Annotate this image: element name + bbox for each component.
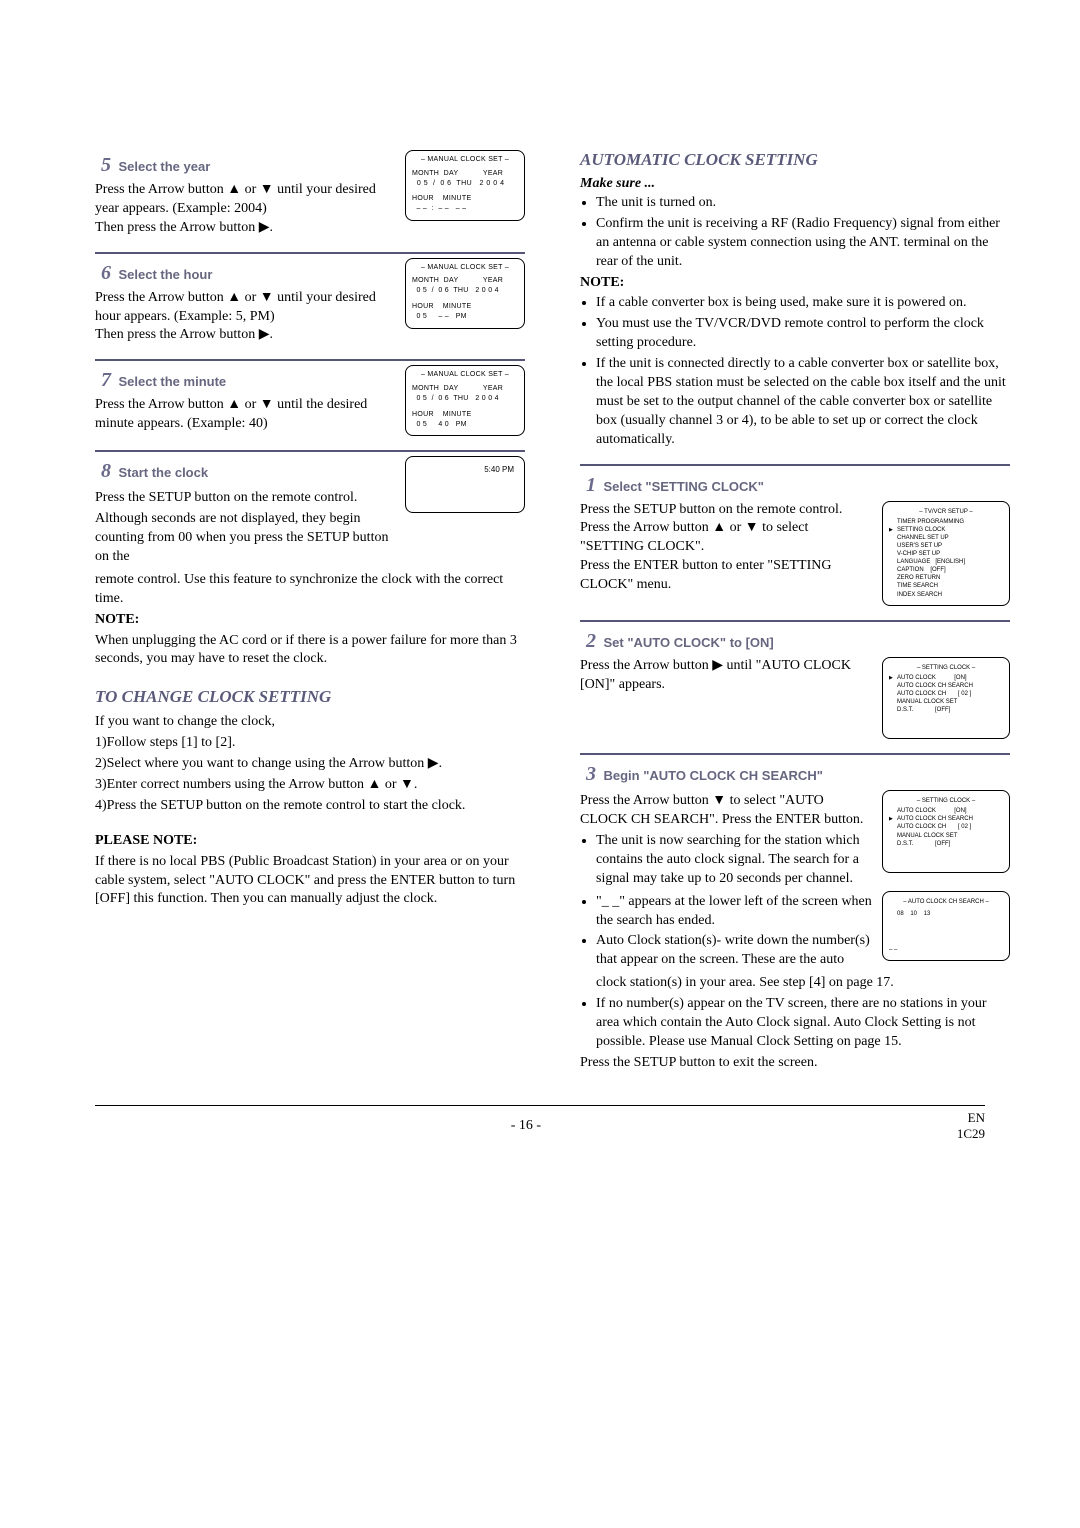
rstep-3-menu1: – SETTING CLOCK – AUTO CLOCK [ON] AUTO C… xyxy=(882,790,1010,873)
footer-en: EN xyxy=(957,1110,985,1126)
step-6-lcd: – MANUAL CLOCK SET – MONTH DAY YEAR 0 5 … xyxy=(405,258,525,329)
step-5-body: Press the Arrow button ▲ or ▼ until your… xyxy=(95,181,397,238)
auto-note-label: NOTE: xyxy=(580,274,1010,293)
auto-note-item: If the unit is connected directly to a c… xyxy=(596,355,1010,449)
rstep-1-body: Press the SETUP button on the remote con… xyxy=(580,501,874,595)
footer: - 16 - EN 1C29 xyxy=(0,1106,1080,1162)
step-5-num: 5 xyxy=(101,154,111,176)
change-clock-l3: 3)Enter correct numbers using the Arrow … xyxy=(109,776,525,795)
step-6-label: Select the hour xyxy=(119,267,213,282)
auto-title: AUTOMATIC CLOCK SETTING xyxy=(580,150,1010,170)
step-7-label: Select the minute xyxy=(119,374,227,389)
divider xyxy=(95,450,525,452)
step-8: 8 Start the clock Press the SETUP button… xyxy=(95,456,525,669)
step-7: 7 Select the minute Press the Arrow butt… xyxy=(95,365,525,436)
divider xyxy=(580,464,1010,466)
make-sure-item: The unit is turned on. xyxy=(596,194,1010,213)
rstep-3-b3b: clock station(s) in your area. See step … xyxy=(596,974,1010,993)
change-clock-l1: 1)Follow steps [1] to [2]. xyxy=(95,734,525,753)
step-8-body3: remote control. Use this feature to sync… xyxy=(95,571,525,609)
step-5: 5 Select the year Press the Arrow button… xyxy=(95,150,525,238)
step-5-label: Select the year xyxy=(119,159,211,174)
change-clock-l4: 4)Press the SETUP button on the remote c… xyxy=(109,797,525,816)
rstep-2-menu: – SETTING CLOCK – AUTO CLOCK [ON] AUTO C… xyxy=(882,657,1010,740)
step-8-num: 8 xyxy=(101,460,111,482)
step-8-body2: Although seconds are not displayed, they… xyxy=(95,510,397,567)
auto-note-list: If a cable converter box is being used, … xyxy=(580,294,1010,449)
rstep-2-label: Set "AUTO CLOCK" to [ON] xyxy=(604,635,774,650)
step-7-lcd: – MANUAL CLOCK SET – MONTH DAY YEAR 0 5 … xyxy=(405,365,525,436)
rstep-3-b1: The unit is now searching for the statio… xyxy=(596,832,874,889)
change-clock-intro: If you want to change the clock, xyxy=(95,713,525,732)
rstep-2-body: Press the Arrow button ▶ until "AUTO CLO… xyxy=(580,657,874,695)
please-note-label: PLEASE NOTE: xyxy=(95,832,525,851)
divider xyxy=(580,620,1010,622)
make-sure-item: Confirm the unit is receiving a RF (Radi… xyxy=(596,215,1010,272)
rstep-3-body-a: Press the Arrow button ▼ to select "AUTO… xyxy=(580,792,874,830)
right-column: AUTOMATIC CLOCK SETTING Make sure ... Th… xyxy=(580,150,1010,1075)
step-6-num: 6 xyxy=(101,262,111,284)
step-7-body: Press the Arrow button ▲ or ▼ until the … xyxy=(95,396,397,434)
rstep-1-num: 1 xyxy=(586,474,596,496)
change-clock-l2: 2)Select where you want to change using … xyxy=(109,755,525,774)
step-6-body: Press the Arrow button ▲ or ▼ until your… xyxy=(95,289,397,346)
rstep-1-menu: – TV/VCR SETUP – TIMER PROGRAMMING SETTI… xyxy=(882,501,1010,606)
rstep-3-tail: Press the SETUP button to exit the scree… xyxy=(580,1054,1010,1073)
make-sure-list: The unit is turned on. Confirm the unit … xyxy=(580,194,1010,272)
left-column: 5 Select the year Press the Arrow button… xyxy=(95,150,525,1075)
step-5-lcd: – MANUAL CLOCK SET – MONTH DAY YEAR 0 5 … xyxy=(405,150,525,221)
please-note-body: If there is no local PBS (Public Broadca… xyxy=(95,853,525,910)
divider xyxy=(580,753,1010,755)
change-clock-title: TO CHANGE CLOCK SETTING xyxy=(95,687,525,707)
rstep-3-label: Begin "AUTO CLOCK CH SEARCH" xyxy=(604,768,823,783)
step-8-label: Start the clock xyxy=(119,465,209,480)
rstep-2-num: 2 xyxy=(586,630,596,652)
rstep-3-b4: If no number(s) appear on the TV screen,… xyxy=(596,995,1010,1052)
step-8-note-body: When unplugging the AC cord or if there … xyxy=(95,632,525,670)
auto-note-item: If a cable converter box is being used, … xyxy=(596,294,1010,313)
rstep-2: 2 Set "AUTO CLOCK" to [ON] Press the Arr… xyxy=(580,626,1010,740)
note-label: NOTE: xyxy=(95,611,525,630)
divider xyxy=(95,359,525,361)
rstep-3-b3a: Auto Clock station(s)- write down the nu… xyxy=(596,932,874,970)
rstep-3-num: 3 xyxy=(586,763,596,785)
step-7-num: 7 xyxy=(101,369,111,391)
make-sure-label: Make sure ... xyxy=(580,176,1010,192)
step-8-time-display: 5:40 PM xyxy=(405,456,525,513)
divider xyxy=(95,252,525,254)
footer-code: 1C29 xyxy=(957,1126,985,1142)
rstep-1-label: Select "SETTING CLOCK" xyxy=(604,479,764,494)
rstep-3-menu2: – AUTO CLOCK CH SEARCH – 08 10 13 – – xyxy=(882,891,1010,961)
page-number: - 16 - xyxy=(511,1118,541,1134)
rstep-3-b2: "_ _" appears at the lower left of the s… xyxy=(596,893,874,931)
step-8-body1: Press the SETUP button on the remote con… xyxy=(95,489,397,508)
auto-note-item: You must use the TV/VCR/DVD remote contr… xyxy=(596,315,1010,353)
rstep-3: 3 Begin "AUTO CLOCK CH SEARCH" Press the… xyxy=(580,759,1010,1072)
step-6: 6 Select the hour Press the Arrow button… xyxy=(95,258,525,346)
rstep-1: 1 Select "SETTING CLOCK" Press the SETUP… xyxy=(580,470,1010,606)
